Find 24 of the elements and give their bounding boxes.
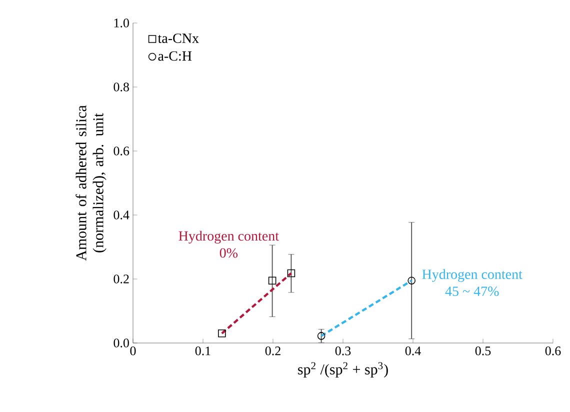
x-axis-title: sp$^{2}$ /(sp$^{2}$ + sp$^{3}$) [298,362,388,378]
legend-label: ta-CNx [158,34,199,43]
annotation: Hydrogen content 0% [178,230,279,258]
y-tick-label: 0.8 [114,82,129,92]
point [317,332,326,340]
y-tick-label: 0.6 [114,146,130,156]
annotation: Hydrogen content 45 ~ 47% [422,269,522,296]
point [268,276,276,284]
x-tick-label: 0.5 [475,346,491,356]
legend-label: a-C:H [158,51,192,61]
x-tick-label: 0.6 [545,346,561,356]
x-tick-label: 0.1 [195,346,210,356]
point [408,276,416,284]
x-tick-label: 0 [130,346,136,356]
y-tick-label: 1.0 [114,18,129,28]
y-tick-label: 0.2 [114,274,129,284]
y-axis-title: Amount of adhered silica (normalized), arb. unit [76,105,106,261]
y-tick-label: 0.4 [114,210,130,220]
x-tick-label: 0.4 [405,346,421,356]
y-tick-label: 0.0 [114,338,129,348]
point [218,330,226,338]
point [287,269,296,278]
x-tick-label: 0.3 [335,346,351,356]
x-tick-label: 0.2 [265,346,280,356]
